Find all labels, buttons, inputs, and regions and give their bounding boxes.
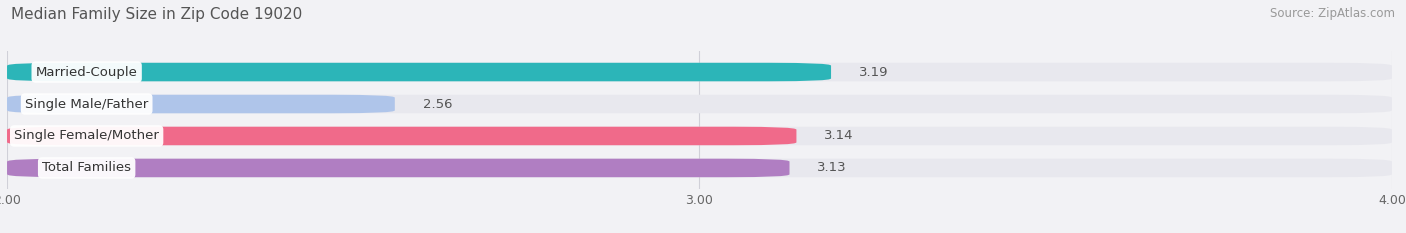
Text: 3.19: 3.19 <box>859 65 889 79</box>
FancyBboxPatch shape <box>7 95 1392 113</box>
FancyBboxPatch shape <box>7 63 831 81</box>
FancyBboxPatch shape <box>7 127 1392 145</box>
Text: Married-Couple: Married-Couple <box>35 65 138 79</box>
FancyBboxPatch shape <box>7 159 1392 177</box>
Text: 3.13: 3.13 <box>817 161 846 175</box>
Text: 3.14: 3.14 <box>824 130 853 143</box>
Text: Source: ZipAtlas.com: Source: ZipAtlas.com <box>1270 7 1395 20</box>
Text: Single Female/Mother: Single Female/Mother <box>14 130 159 143</box>
FancyBboxPatch shape <box>7 95 395 113</box>
Text: Total Families: Total Families <box>42 161 131 175</box>
Text: 2.56: 2.56 <box>423 97 451 110</box>
Text: Single Male/Father: Single Male/Father <box>25 97 148 110</box>
FancyBboxPatch shape <box>7 63 1392 81</box>
Text: Median Family Size in Zip Code 19020: Median Family Size in Zip Code 19020 <box>11 7 302 22</box>
FancyBboxPatch shape <box>7 159 790 177</box>
FancyBboxPatch shape <box>7 127 796 145</box>
